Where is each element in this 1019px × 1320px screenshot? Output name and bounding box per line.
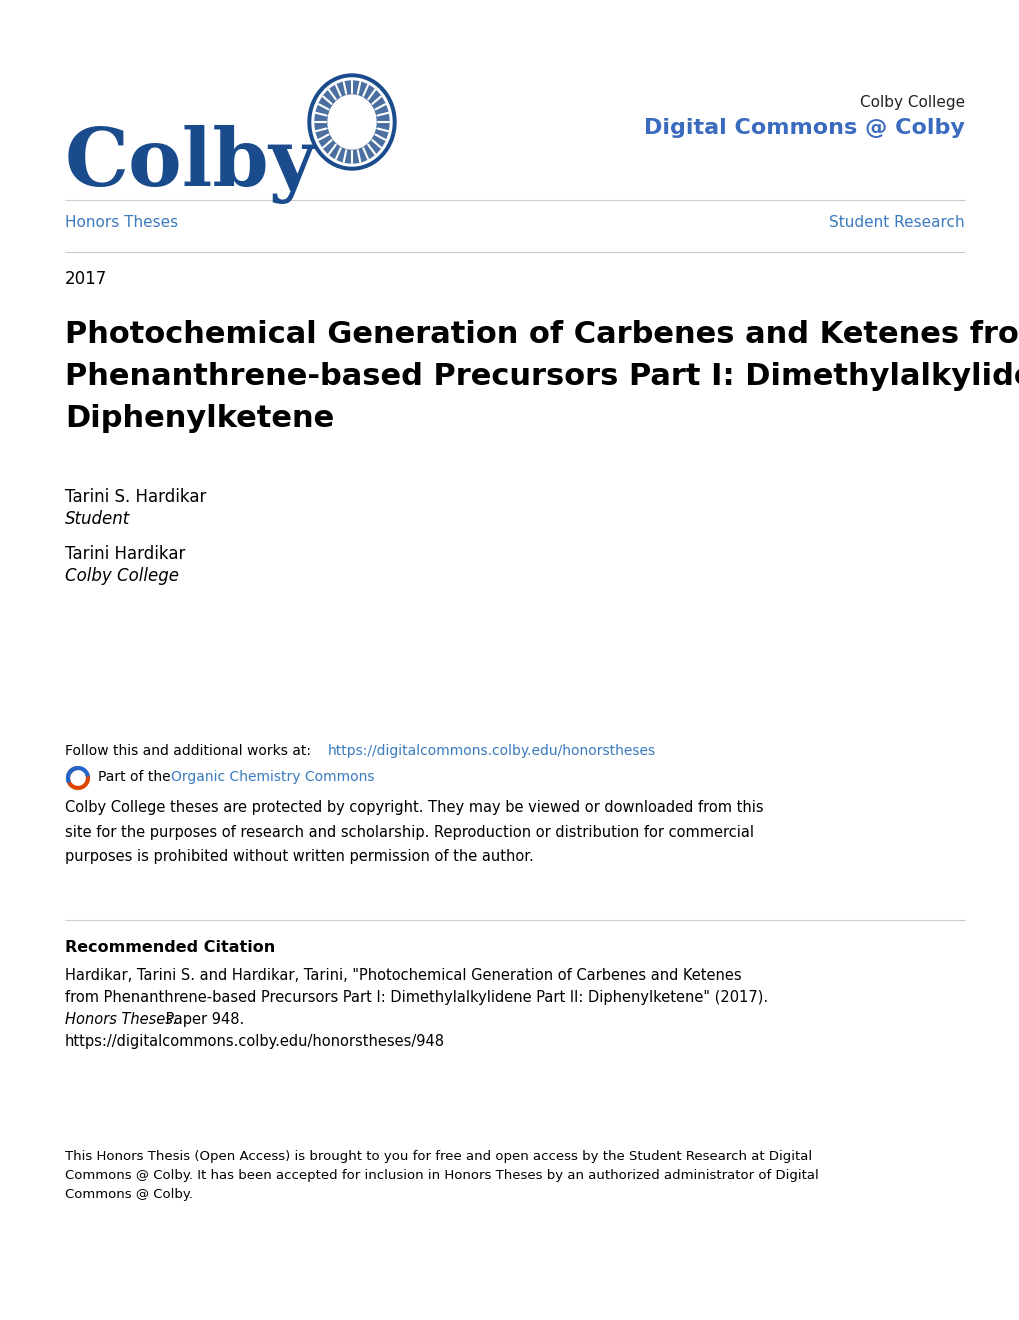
Text: from Phenanthrene-based Precursors Part I: Dimethylalkylidene Part II: Diphenylk: from Phenanthrene-based Precursors Part … [65,990,767,1005]
Ellipse shape [338,107,365,136]
Text: Follow this and additional works at:: Follow this and additional works at: [65,744,315,758]
Text: Diphenylketene: Diphenylketene [65,404,334,433]
Text: Colby College theses are protected by copyright. They may be viewed or downloade: Colby College theses are protected by co… [65,800,763,865]
Text: Student: Student [65,510,130,528]
Text: Colby: Colby [65,125,316,205]
Text: Organic Chemistry Commons: Organic Chemistry Commons [171,770,374,784]
Text: This Honors Thesis (Open Access) is brought to you for free and open access by t: This Honors Thesis (Open Access) is brou… [65,1150,818,1201]
Text: Photochemical Generation of Carbenes and Ketenes from: Photochemical Generation of Carbenes and… [65,319,1019,348]
Text: Digital Commons @ Colby: Digital Commons @ Colby [643,117,964,139]
Text: Paper 948.: Paper 948. [161,1012,244,1027]
Text: 2017: 2017 [65,271,107,288]
Text: Colby College: Colby College [859,95,964,110]
Ellipse shape [328,95,376,149]
Text: Part of the: Part of the [98,770,175,784]
Text: https://digitalcommons.colby.edu/honorstheses: https://digitalcommons.colby.edu/honorst… [328,744,655,758]
Text: Colby College: Colby College [65,568,178,585]
Text: Honors Theses: Honors Theses [65,215,178,230]
Text: Recommended Citation: Recommended Citation [65,940,275,954]
Text: Honors Theses.: Honors Theses. [65,1012,177,1027]
Text: https://digitalcommons.colby.edu/honorstheses/948: https://digitalcommons.colby.edu/honorst… [65,1034,444,1049]
Ellipse shape [312,78,391,166]
Text: Tarini Hardikar: Tarini Hardikar [65,545,185,564]
Ellipse shape [315,81,388,162]
Text: Hardikar, Tarini S. and Hardikar, Tarini, "Photochemical Generation of Carbenes : Hardikar, Tarini S. and Hardikar, Tarini… [65,968,741,983]
Text: Tarini S. Hardikar: Tarini S. Hardikar [65,488,206,506]
Text: Phenanthrene-based Precursors Part I: Dimethylalkylidene Part II:: Phenanthrene-based Precursors Part I: Di… [65,362,1019,391]
Ellipse shape [308,74,395,170]
Text: Student Research: Student Research [828,215,964,230]
